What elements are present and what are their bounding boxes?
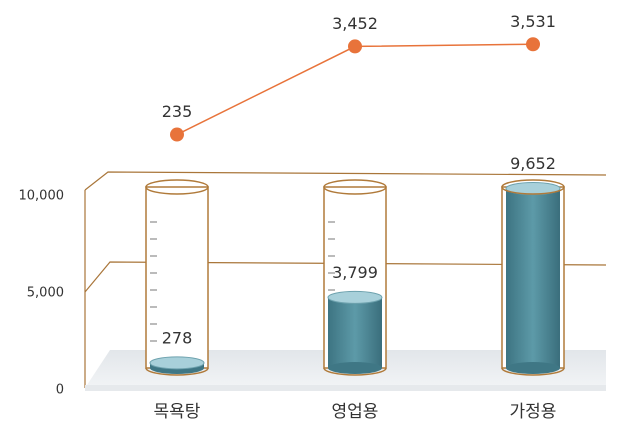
value-label: 3,531 [510,12,556,31]
line-point [170,127,184,142]
bar-bottom [328,362,382,374]
glass-top [501,179,565,195]
x-tick-label: 가정용 [510,402,557,422]
y-tick-label: 5,000 [27,286,64,301]
x-tick-label: 목욕탕 [154,402,201,422]
bar-top [327,290,383,304]
bar-bottom [506,362,560,374]
glass-back [145,186,209,369]
bar [328,297,382,368]
glass-bottom [323,367,387,376]
floor-front [85,385,606,391]
value-label: 278 [162,328,193,347]
glass-top [145,179,209,195]
line-point [526,37,540,52]
value-label: 235 [162,102,193,121]
y-tick-label: 10,000 [19,189,65,204]
y-tick-label: 0 [56,383,64,398]
frame [84,171,607,388]
glass-top [323,179,387,195]
glass-bottom [145,367,209,376]
glass-bottom [501,367,565,376]
line-point [348,39,362,54]
value-label: 3,452 [332,14,378,33]
x-tick-label: 영업용 [332,402,379,422]
bar [506,188,560,368]
value-label: 3,799 [332,263,378,282]
line [176,43,534,136]
value-label: 9,652 [510,154,556,173]
bar-top [149,356,205,370]
